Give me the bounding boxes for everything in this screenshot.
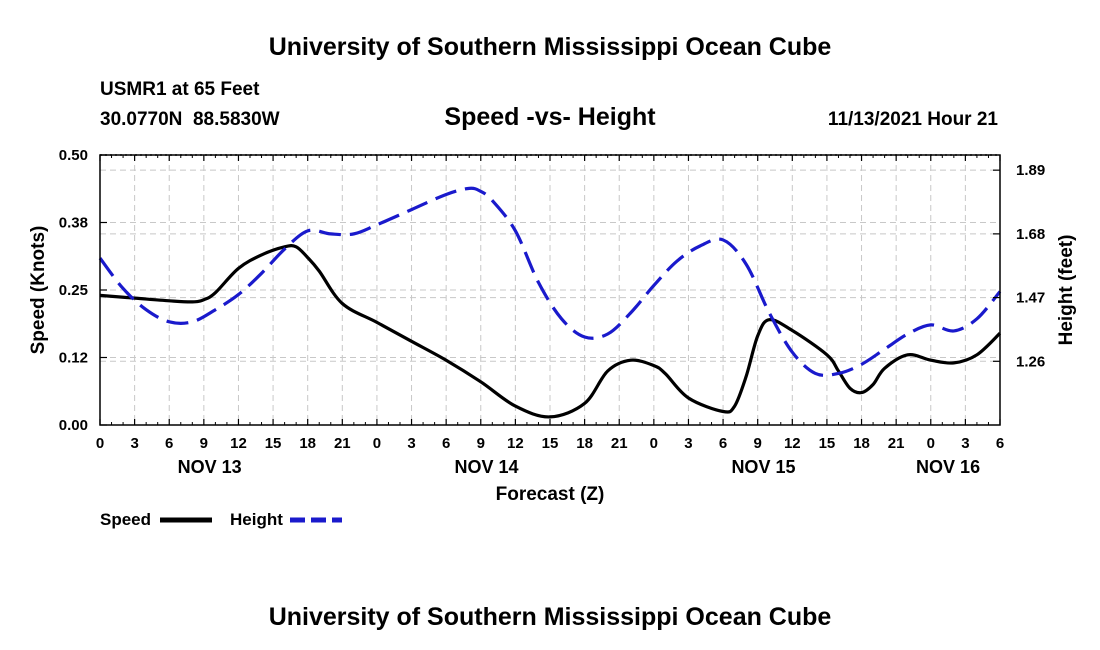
axes-layer: 0 3 6 9 12 15 18 21 0 3 6 9 12 15 18 21 0 3 6 9 12 15 18 21 0 3 6N… [59, 147, 1045, 477]
legend-height-label: Height [230, 510, 283, 529]
x-tick-label: 21 [334, 435, 351, 452]
x-tick-label: 3 [684, 435, 692, 452]
chart-subtitle: Speed -vs- Height [444, 103, 656, 131]
datetime-label: 11/13/2021 Hour 21 [828, 109, 998, 130]
x-tick-label: 18 [299, 435, 316, 452]
station-label: USMR1 at 65 Feet [100, 79, 260, 100]
page-title: University of Southern Mississippi Ocean… [269, 33, 832, 61]
x-tick-label: 3 [961, 435, 969, 452]
y-tick-label: 0.12 [59, 350, 88, 367]
x-tick-label: 21 [611, 435, 628, 452]
x-date-label: NOV 16 [916, 457, 980, 477]
x-tick-label: 18 [576, 435, 593, 452]
x-axis-label: Forecast (Z) [496, 484, 605, 505]
x-tick-label: 15 [542, 435, 559, 452]
x-tick-label: 15 [819, 435, 836, 452]
x-date-label: NOV 13 [178, 457, 242, 477]
y2-axis-label: Height (feet) [1056, 235, 1077, 346]
y2-tick-label: 1.68 [1016, 226, 1045, 243]
x-tick-label: 6 [442, 435, 450, 452]
coordinates-label: 30.0770N 88.5830W [100, 109, 280, 130]
footer-title: University of Southern Mississippi Ocean… [269, 603, 832, 631]
x-tick-label: 12 [507, 435, 524, 452]
y-tick-label: 0.38 [59, 215, 88, 232]
height-series-line [98, 186, 1002, 377]
series-layer [98, 186, 1002, 419]
x-tick-label: 3 [130, 435, 138, 452]
x-tick-label: 9 [477, 435, 485, 452]
x-tick-label: 9 [200, 435, 208, 452]
y2-tick-label: 1.26 [1016, 353, 1045, 370]
x-tick-label: 9 [754, 435, 762, 452]
legend: Speed Height [100, 510, 342, 529]
x-tick-label: 6 [165, 435, 173, 452]
x-date-label: NOV 14 [455, 457, 519, 477]
legend-speed-label: Speed [100, 510, 151, 529]
x-tick-label: 6 [996, 435, 1004, 452]
y-tick-label: 0.25 [59, 282, 88, 299]
x-tick-label: 6 [719, 435, 727, 452]
x-tick-label: 21 [888, 435, 905, 452]
y-axis-label: Speed (Knots) [28, 226, 49, 355]
x-tick-label: 12 [784, 435, 801, 452]
x-tick-label: 18 [853, 435, 870, 452]
x-date-label: NOV 15 [731, 457, 795, 477]
y-tick-label: 0.50 [59, 147, 88, 164]
x-tick-label: 0 [927, 435, 935, 452]
x-tick-label: 15 [265, 435, 282, 452]
x-tick-label: 0 [96, 435, 104, 452]
x-tick-label: 12 [230, 435, 247, 452]
x-tick-label: 0 [650, 435, 658, 452]
y-tick-label: 0.00 [59, 417, 88, 434]
x-tick-label: 3 [407, 435, 415, 452]
speed-series-line [99, 244, 1002, 419]
x-tick-label: 0 [373, 435, 381, 452]
grid-layer [100, 155, 1000, 425]
y2-tick-label: 1.47 [1016, 290, 1045, 307]
y2-tick-label: 1.89 [1016, 162, 1045, 179]
